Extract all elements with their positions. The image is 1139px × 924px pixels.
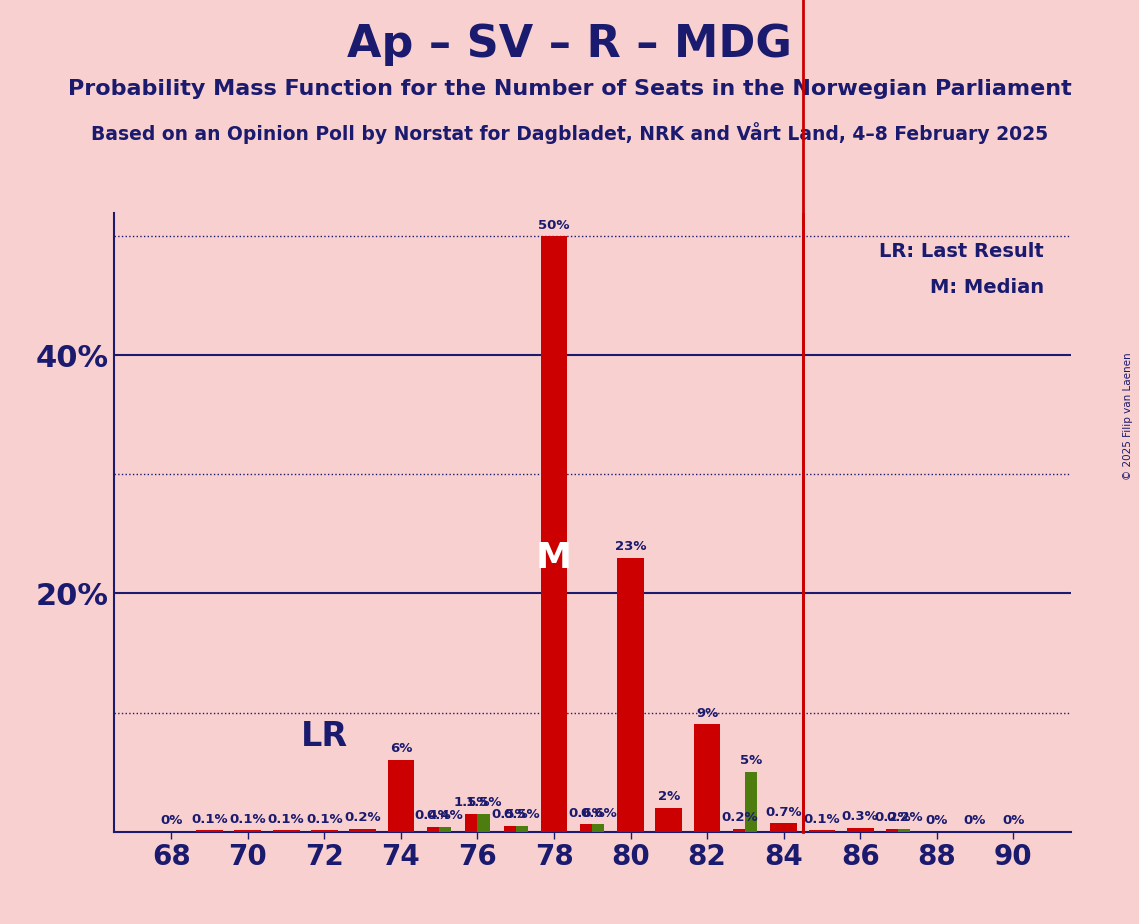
Text: 0.7%: 0.7%: [765, 806, 802, 819]
Text: 0.5%: 0.5%: [503, 808, 540, 821]
Text: 0%: 0%: [1002, 814, 1024, 827]
Text: 1.5%: 1.5%: [465, 796, 502, 809]
Bar: [387, 760, 415, 832]
Bar: [580, 824, 592, 832]
Bar: [311, 831, 338, 832]
Text: 0.1%: 0.1%: [191, 812, 228, 826]
Text: 0.1%: 0.1%: [306, 812, 343, 826]
Text: 5%: 5%: [740, 754, 762, 767]
Text: 0%: 0%: [161, 814, 182, 827]
Text: Based on an Opinion Poll by Norstat for Dagbladet, NRK and Vårt Land, 4–8 Februa: Based on an Opinion Poll by Norstat for …: [91, 122, 1048, 144]
Bar: [655, 808, 682, 832]
Bar: [196, 831, 223, 832]
Text: 0%: 0%: [926, 814, 948, 827]
Bar: [694, 724, 721, 832]
Bar: [770, 823, 797, 832]
Bar: [592, 824, 605, 832]
Text: 0.3%: 0.3%: [842, 810, 878, 823]
Text: LR: LR: [301, 720, 347, 753]
Text: Ap – SV – R – MDG: Ap – SV – R – MDG: [347, 23, 792, 67]
Bar: [899, 829, 910, 832]
Text: Probability Mass Function for the Number of Seats in the Norwegian Parliament: Probability Mass Function for the Number…: [67, 79, 1072, 99]
Bar: [516, 826, 527, 832]
Text: 23%: 23%: [615, 540, 646, 553]
Text: 6%: 6%: [390, 742, 412, 756]
Text: 0.2%: 0.2%: [886, 811, 923, 824]
Bar: [350, 829, 376, 832]
Text: 0%: 0%: [964, 814, 986, 827]
Text: 9%: 9%: [696, 707, 719, 720]
Text: 0.2%: 0.2%: [344, 811, 380, 824]
Bar: [734, 829, 745, 832]
Text: 0.4%: 0.4%: [415, 809, 451, 822]
Bar: [541, 237, 567, 832]
Text: 50%: 50%: [539, 219, 570, 232]
Text: 0.1%: 0.1%: [230, 812, 267, 826]
Text: 0.2%: 0.2%: [721, 811, 757, 824]
Text: 1.5%: 1.5%: [453, 796, 490, 809]
Bar: [617, 558, 644, 832]
Text: 0.1%: 0.1%: [268, 812, 304, 826]
Text: M: M: [536, 541, 572, 575]
Text: © 2025 Filip van Laenen: © 2025 Filip van Laenen: [1123, 352, 1133, 480]
Bar: [886, 829, 899, 832]
Bar: [477, 814, 490, 832]
Text: 0.6%: 0.6%: [568, 807, 605, 820]
Text: 0.6%: 0.6%: [580, 807, 616, 820]
Text: 0.5%: 0.5%: [491, 808, 528, 821]
Text: 0.1%: 0.1%: [804, 812, 841, 826]
Text: M: Median: M: Median: [929, 278, 1043, 297]
Text: LR: Last Result: LR: Last Result: [879, 242, 1043, 261]
Bar: [235, 831, 261, 832]
Bar: [466, 814, 477, 832]
Bar: [427, 827, 440, 832]
Text: 0.4%: 0.4%: [427, 809, 464, 822]
Bar: [745, 772, 757, 832]
Bar: [440, 827, 451, 832]
Text: 2%: 2%: [657, 790, 680, 803]
Bar: [846, 828, 874, 832]
Bar: [503, 826, 516, 832]
Bar: [272, 831, 300, 832]
Bar: [809, 831, 835, 832]
Text: 0.2%: 0.2%: [874, 811, 911, 824]
